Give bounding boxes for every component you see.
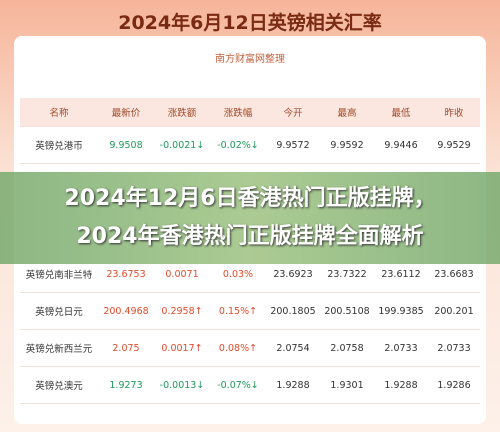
table-row: 英镑兑新西兰元 2.075 0.0017↑ 0.08%↑ 2.0754 2.0758 2.0… <box>20 330 480 367</box>
cell: 0.15%↑ <box>218 305 258 317</box>
cell: 9.9529 <box>437 139 471 151</box>
cell: 1.9301 <box>330 379 364 391</box>
cell: 2.0733 <box>384 342 418 354</box>
cell: 9.9592 <box>330 139 364 151</box>
column-header: 昨收 <box>444 108 464 119</box>
cell: 23.6683 <box>434 268 474 280</box>
cell: 2.0754 <box>276 342 310 354</box>
cell: -0.0021↓ <box>159 139 205 151</box>
column-header: 涨跌幅 <box>223 108 253 119</box>
cell: 23.6753 <box>106 268 146 280</box>
table-row: 英镑兑港币 9.9508 -0.0021↓ -0.02%↓ 9.9572 9.9592 9.… <box>20 127 480 164</box>
cell: 英镑兑日元 <box>35 307 83 318</box>
banner-line: 2024年12月6日香港热门正版挂牌， <box>64 186 436 211</box>
cell: -0.0013↓ <box>159 379 205 391</box>
cell: 200.5108 <box>324 305 370 317</box>
cell: 英镑兑港币 <box>35 141 83 152</box>
cell: -0.07%↓ <box>217 379 259 391</box>
cell: 英镑兑澳元 <box>35 381 83 392</box>
cell: 0.08%↑ <box>218 342 258 354</box>
cell: 1.9273 <box>109 379 143 391</box>
cell: 2.0733 <box>437 342 471 354</box>
table-row: 英镑兑南非兰特 23.6753 0.0071 0.03% 23.6923 23.7322 2… <box>20 256 480 293</box>
cell: 0.0017↑ <box>161 342 203 354</box>
cell: 9.9446 <box>384 139 418 151</box>
table-row: 英镑兑日元 200.4968 0.2958↑ 0.15%↑ 200.1805 200.51… <box>20 293 480 330</box>
column-header: 名称 <box>49 108 69 119</box>
cell: 2.0758 <box>330 342 364 354</box>
table: 名称 最新价 涨跌额 涨跌幅 今开 最高 最低 昨收英镑兑港币 9.9508 -0.0021↓ -0… <box>20 98 480 404</box>
banner-line: 2024年香港热门正版挂牌全面解析 <box>76 224 424 249</box>
cell: 9.9572 <box>276 139 310 151</box>
cell: 200.4968 <box>103 305 149 317</box>
column-header: 最高 <box>337 108 357 119</box>
cell: 0.0071 <box>165 268 199 280</box>
cell: 23.6923 <box>273 268 313 280</box>
column-header: 最低 <box>391 108 411 119</box>
column-header: 今开 <box>283 108 303 119</box>
cell: 1.9288 <box>384 379 418 391</box>
cell: 英镑兑南非兰特 <box>25 270 93 281</box>
cell: 23.7322 <box>327 268 367 280</box>
table-row: 英镑兑澳元 1.9273 -0.0013↓ -0.07%↓ 1.9288 1.9301 1.… <box>20 367 480 404</box>
cell: 0.03% <box>222 268 254 280</box>
cell: 9.9508 <box>109 139 143 151</box>
column-header: 涨跌额 <box>167 108 197 119</box>
cell: 199.9385 <box>378 305 424 317</box>
banner: 2024年12月6日香港热门正版挂牌， 2024年香港热门正版挂牌全面解析 <box>0 172 500 264</box>
header-row: 名称 最新价 涨跌额 涨跌幅 今开 最高 最低 昨收 <box>20 98 480 127</box>
cell: 1.9288 <box>276 379 310 391</box>
cell: 0.2958↑ <box>161 305 203 317</box>
cell: 1.9286 <box>437 379 471 391</box>
cell: 200.1805 <box>270 305 316 317</box>
cell: 200.201 <box>434 305 474 317</box>
cell: 23.6112 <box>381 268 421 280</box>
title: 2024年6月12日英镑相关汇率 <box>118 12 382 34</box>
cell: 2.075 <box>112 342 140 354</box>
cell: -0.02%↓ <box>217 139 259 151</box>
column-header: 最新价 <box>111 108 141 119</box>
cell: 英镑兑新西兰元 <box>25 344 93 355</box>
subtitle: 南方财富网整理 <box>215 54 285 65</box>
